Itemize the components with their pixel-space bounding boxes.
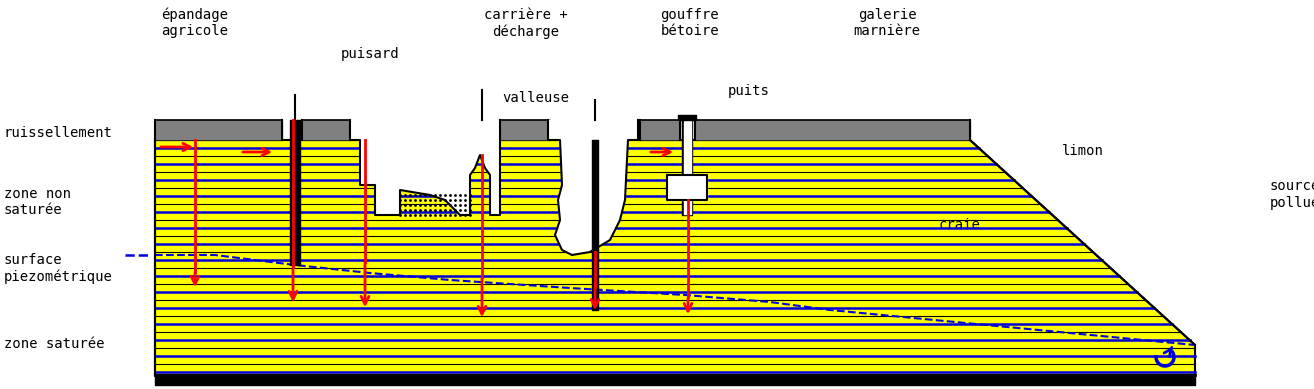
Text: carrière +
décharge: carrière + décharge bbox=[484, 8, 568, 39]
Text: limon: limon bbox=[1062, 144, 1104, 158]
Text: ruissellement: ruissellement bbox=[4, 126, 113, 140]
Polygon shape bbox=[155, 140, 1194, 375]
Text: zone non
saturée: zone non saturée bbox=[4, 187, 71, 217]
Text: valleuse: valleuse bbox=[503, 91, 569, 105]
Text: zone saturée: zone saturée bbox=[4, 337, 104, 351]
Text: galerie
marnière: galerie marnière bbox=[854, 8, 920, 38]
Text: craie: craie bbox=[938, 218, 980, 232]
Text: source
polluée: source polluée bbox=[1269, 179, 1314, 210]
Text: puisard: puisard bbox=[342, 47, 399, 61]
Text: puits: puits bbox=[728, 84, 770, 98]
Polygon shape bbox=[548, 120, 639, 255]
Polygon shape bbox=[350, 120, 501, 215]
Text: épandage
agricole: épandage agricole bbox=[162, 8, 227, 39]
Text: gouffre
bétoire: gouffre bétoire bbox=[661, 8, 719, 38]
Text: surface
piezométrique: surface piezométrique bbox=[4, 253, 113, 284]
